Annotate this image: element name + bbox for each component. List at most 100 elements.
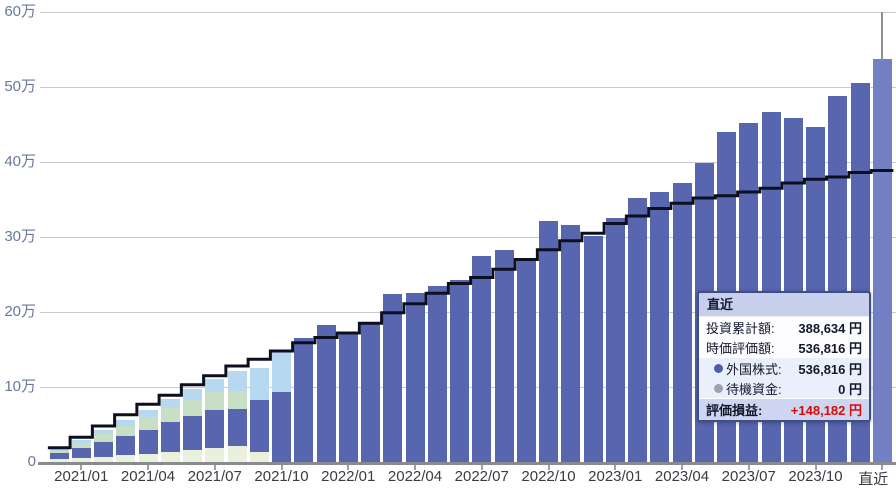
x-axis-tick [414, 465, 416, 470]
bar-segment-pale-green-asset [94, 456, 113, 462]
bar-2022/02[interactable] [361, 322, 380, 462]
bar-segment-foreign-stock [294, 338, 314, 462]
x-axis-label-2022/01: 2022/01 [321, 468, 376, 485]
x-axis-label-2023/01: 2023/01 [588, 468, 643, 485]
bar-segment-light-green-asset [227, 390, 247, 409]
bar-2021/03[interactable] [116, 420, 136, 462]
bar-segment-pale-green-asset [227, 446, 247, 462]
bar-2022/10[interactable] [539, 220, 558, 462]
bar-2021/01[interactable] [71, 440, 91, 462]
bar-2021/09[interactable] [249, 368, 269, 462]
tooltip-row-label: 投資累計額: [706, 320, 775, 336]
x-axis-label-2022/07: 2022/07 [454, 468, 509, 485]
bar-2021/10[interactable] [272, 349, 291, 462]
bar-直近[interactable] [872, 59, 892, 462]
x-axis-label-2023/10: 2023/10 [788, 468, 843, 485]
foreign-stock-dot-icon [714, 363, 723, 373]
bar-segment-light-blue-asset [249, 368, 269, 400]
bar-segment-foreign-stock [583, 236, 603, 462]
bar-2022/01[interactable] [338, 331, 358, 462]
x-axis-label-2021/01: 2021/01 [54, 468, 109, 485]
y-axis-label-40万: 40万 [4, 153, 36, 170]
bar-segment-pale-green-asset [160, 451, 180, 462]
bar-segment-foreign-stock [338, 331, 358, 462]
x-axis-tick [614, 465, 617, 470]
bar-segment-foreign-stock [361, 322, 380, 462]
bar-segment-foreign-stock [49, 452, 69, 460]
bar-2021/07[interactable] [205, 378, 225, 462]
bar-segment-foreign-stock [227, 408, 247, 447]
bar-2021/05[interactable] [160, 399, 180, 462]
bar-segment-light-blue-asset [49, 449, 69, 451]
tooltip-row-label: 待機資金: [706, 379, 782, 398]
bar-2022/04[interactable] [405, 292, 425, 462]
y-axis-label-10万: 10万 [4, 378, 36, 395]
bar-segment-pale-green-asset [205, 447, 225, 462]
tooltip-row-value: 0 円 [838, 381, 862, 397]
tooltip-summary-section: 投資累計額: 388,634 円時価評価額: 536,816 円 [699, 316, 869, 357]
x-axis-label-2022/10: 2022/10 [521, 468, 576, 485]
bar-2022/07[interactable] [472, 255, 492, 462]
x-axis-label-2021/04: 2021/04 [120, 468, 176, 485]
gridline-60万 [40, 11, 896, 13]
bar-segment-foreign-stock [472, 255, 492, 462]
y-axis-label-60万: 60万 [4, 3, 36, 20]
x-axis-label-2022/04: 2022/04 [387, 468, 443, 485]
bar-segment-foreign-stock [450, 279, 469, 462]
tooltip-summary-row: 時価評価額: 536,816 円 [699, 337, 869, 357]
bar-segment-foreign-stock [71, 447, 91, 459]
bar-segment-light-blue-asset [138, 409, 158, 417]
tooltip-title: 直近 [707, 297, 734, 312]
x-axis-label-2023/07: 2023/07 [721, 468, 776, 485]
y-axis-label-0: 0 [27, 453, 36, 470]
bar-2021/12[interactable] [316, 324, 336, 462]
bar-2022/05[interactable] [427, 285, 447, 462]
bar-2023/03[interactable] [650, 192, 670, 462]
y-axis-label-20万: 20万 [4, 303, 36, 320]
x-axis-tick [547, 465, 550, 470]
tooltip-row-value: 536,816 円 [798, 361, 862, 377]
bar-segment-foreign-stock [94, 441, 113, 457]
bar-segment-foreign-stock [672, 183, 692, 462]
bar-2023/04[interactable] [672, 183, 692, 462]
bar-2022/06[interactable] [450, 279, 469, 462]
bar-segment-light-blue-asset [227, 370, 247, 391]
bar-segment-light-green-asset [94, 434, 113, 442]
bar-2022/08[interactable] [494, 249, 514, 462]
x-axis-label-2021/10: 2021/10 [254, 468, 309, 485]
bar-segment-foreign-stock [539, 220, 558, 462]
x-axis-tick [881, 465, 884, 470]
bar-segment-light-blue-asset [205, 378, 225, 393]
tooltip-summary-row: 投資累計額: 388,634 円 [699, 317, 869, 337]
bar-2023/01[interactable] [605, 218, 625, 462]
bar-segment-foreign-stock [561, 225, 581, 462]
bar-segment-light-green-asset [116, 426, 136, 436]
bar-2022/12[interactable] [583, 236, 603, 462]
tooltip-row-label: 外国株式: [706, 359, 782, 378]
tooltip-asset-row: 外国株式: 536,816 円 [699, 358, 869, 378]
bar-2021/06[interactable] [183, 388, 202, 462]
tooltip-assets-section: 外国株式: 536,816 円待機資金: 0 円 [699, 357, 869, 398]
bar-segment-light-blue-asset [160, 399, 180, 408]
bar-2023/02[interactable] [628, 198, 647, 462]
x-axis-tick [80, 465, 83, 470]
bar-2021/02[interactable] [94, 429, 113, 462]
bar-segment-foreign-stock [316, 324, 336, 462]
bar-2021/08[interactable] [227, 370, 247, 462]
x-axis-tick [147, 465, 149, 470]
bar-2020/12[interactable] [49, 449, 69, 462]
x-axis-label-2023/04: 2023/04 [654, 468, 710, 485]
bar-segment-foreign-stock [494, 249, 514, 462]
bar-2022/09[interactable] [516, 258, 536, 462]
bar-segment-foreign-stock [605, 218, 625, 462]
bar-2022/03[interactable] [383, 294, 403, 462]
bar-segment-foreign-stock [427, 285, 447, 462]
tooltip-row-value: +148,182 円 [790, 403, 862, 418]
gridline-50万 [40, 86, 896, 88]
tooltip-result-section: 評価損益: +148,182 円 [699, 398, 869, 420]
tooltip-row-label: 時価評価額: [706, 340, 775, 356]
bar-2021/04[interactable] [138, 409, 158, 462]
bar-2022/11[interactable] [561, 225, 581, 462]
bar-segment-foreign-stock [516, 258, 536, 462]
bar-2021/11[interactable] [294, 338, 314, 462]
